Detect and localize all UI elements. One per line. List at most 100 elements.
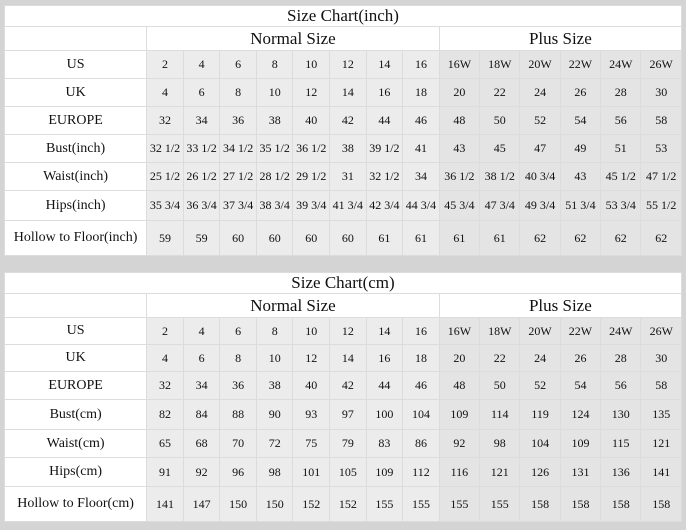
size-cell: 12 — [329, 317, 367, 345]
size-cell: 59 — [146, 220, 184, 256]
size-cell: 116 — [438, 457, 481, 487]
size-cell: 109 — [365, 457, 404, 487]
size-cell: 75 — [292, 429, 331, 458]
size-cell: 14 — [329, 344, 367, 372]
size-cell: 93 — [292, 399, 331, 430]
table-row: Hollow to Floor(inch) 59 59 60 60 60 60 61 61 61 6… — [3, 220, 682, 256]
chart-title: Size Chart(inch) — [4, 5, 682, 27]
size-cell: 18 — [402, 344, 440, 372]
size-cell: 12 — [292, 344, 331, 372]
size-cell: 101 — [292, 457, 331, 487]
size-cell: 44 3/4 — [402, 190, 440, 221]
size-cell: 45 3/4 — [438, 190, 481, 221]
table-row: Hips(inch) 35 3/4 36 3/4 37 3/4 38 3/4 39 3/4… — [3, 190, 682, 221]
size-cell: 10 — [255, 344, 294, 372]
size-cell: 109 — [438, 399, 481, 430]
size-cell: 68 — [182, 429, 221, 458]
row-label: Bust(cm) — [3, 399, 148, 430]
size-cell: 22 — [479, 344, 521, 372]
size-cell: 18W — [479, 50, 521, 79]
size-cell: 158 — [519, 486, 561, 522]
size-cell: 83 — [365, 429, 404, 458]
size-cell: 72 — [255, 429, 294, 458]
size-cell: 8 — [255, 50, 294, 79]
normal-size-header: Normal Size — [146, 293, 440, 318]
size-cell: 8 — [255, 317, 294, 345]
size-cell: 98 — [479, 429, 521, 458]
size-cell: 36 — [219, 371, 257, 400]
size-cell: 58 — [640, 371, 682, 400]
size-cell: 152 — [329, 486, 367, 522]
row-label: Hips(cm) — [3, 457, 148, 487]
size-cell: 47 — [519, 134, 561, 163]
size-cell: 12 — [329, 50, 367, 79]
size-cell: 36 3/4 — [182, 190, 221, 221]
size-cell: 6 — [219, 317, 257, 345]
size-cell: 35 3/4 — [146, 190, 184, 221]
size-cell: 29 1/2 — [292, 162, 331, 191]
size-cell: 152 — [292, 486, 331, 522]
size-cell: 18 — [402, 78, 440, 107]
size-cell: 38 1/2 — [479, 162, 521, 191]
size-cell: 28 1/2 — [255, 162, 294, 191]
size-cell: 36 1/2 — [292, 134, 331, 163]
size-cell: 84 — [182, 399, 221, 430]
size-cell: 26 — [559, 78, 602, 107]
size-cell: 51 — [600, 134, 642, 163]
plus-size-header: Plus Size — [438, 26, 683, 51]
size-cell: 10 — [292, 317, 331, 345]
size-cell: 8 — [219, 344, 257, 372]
size-cell: 100 — [365, 399, 404, 430]
table-row: Hollow to Floor(cm) 141 147 150 150 152 152 155… — [3, 486, 682, 522]
table-row: US 2 4 6 8 10 12 14 16 16W 18W 20W 22W 24W 26W — [3, 50, 682, 79]
empty-corner — [3, 26, 148, 51]
size-cell: 158 — [640, 486, 682, 522]
size-cell: 16 — [365, 78, 404, 107]
size-cell: 60 — [329, 220, 367, 256]
size-cell: 6 — [182, 78, 221, 107]
size-cell: 38 — [255, 371, 294, 400]
chart-title: Size Chart(cm) — [4, 272, 682, 294]
size-cell: 35 1/2 — [255, 134, 294, 163]
table-row: Hips(cm) 91 92 96 98 101 105 109 112 116 121 126 131… — [3, 457, 682, 487]
size-cell: 16 — [402, 50, 440, 79]
size-cell: 4 — [182, 317, 221, 345]
size-cell: 10 — [292, 50, 331, 79]
size-cell: 32 1/2 — [365, 162, 404, 191]
size-cell: 112 — [402, 457, 440, 487]
size-cell: 26W — [640, 50, 682, 79]
normal-size-header: Normal Size — [146, 26, 440, 51]
size-cell: 47 1/2 — [640, 162, 682, 191]
size-cell: 4 — [182, 50, 221, 79]
size-cell: 150 — [255, 486, 294, 522]
size-cell: 18W — [479, 317, 521, 345]
size-cell: 62 — [640, 220, 682, 256]
table-row: Waist(inch) 25 1/2 26 1/2 27 1/2 28 1/2 29 1/… — [3, 162, 682, 191]
size-cell: 70 — [219, 429, 257, 458]
size-cell: 155 — [365, 486, 404, 522]
size-cell: 16 — [365, 344, 404, 372]
size-cell: 60 — [219, 220, 257, 256]
size-cell: 104 — [402, 399, 440, 430]
size-cell: 50 — [479, 106, 521, 135]
size-cell: 8 — [219, 78, 257, 107]
size-cell: 61 — [479, 220, 521, 256]
size-cell: 24 — [519, 344, 561, 372]
size-cell: 40 3/4 — [519, 162, 561, 191]
size-cell: 60 — [292, 220, 331, 256]
size-cell: 130 — [600, 399, 642, 430]
size-cell: 53 3/4 — [600, 190, 642, 221]
size-cell: 114 — [479, 399, 521, 430]
size-cell: 10 — [255, 78, 294, 107]
size-cell: 54 — [559, 371, 602, 400]
size-cell: 36 1/2 — [438, 162, 481, 191]
size-cell: 88 — [219, 399, 257, 430]
size-cell: 61 — [365, 220, 404, 256]
table-row: UK 4 6 8 10 12 14 16 18 20 22 24 26 28 30 — [3, 78, 682, 107]
size-cell: 45 1/2 — [600, 162, 642, 191]
size-cell: 61 — [402, 220, 440, 256]
size-cell: 82 — [146, 399, 184, 430]
size-cell: 58 — [640, 106, 682, 135]
size-cell: 41 — [402, 134, 440, 163]
size-cell: 6 — [182, 344, 221, 372]
